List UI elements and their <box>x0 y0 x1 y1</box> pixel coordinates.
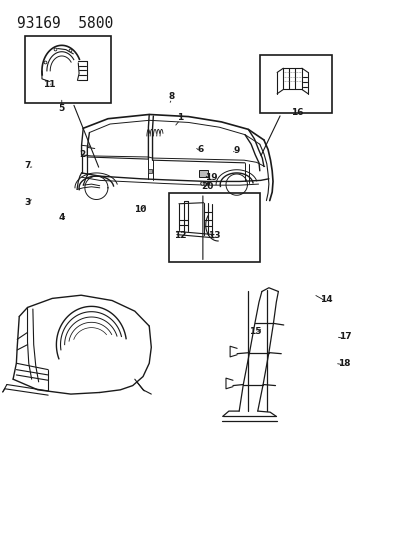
Text: 5: 5 <box>59 104 65 113</box>
Text: 93169  5800: 93169 5800 <box>17 15 113 30</box>
Text: 14: 14 <box>320 295 332 304</box>
Text: 8: 8 <box>169 92 175 101</box>
Bar <box>169 193 259 262</box>
Bar <box>24 36 111 103</box>
Text: 16: 16 <box>290 108 302 117</box>
Text: 11: 11 <box>43 80 55 89</box>
Text: 18: 18 <box>337 359 349 368</box>
Text: 13: 13 <box>208 231 220 240</box>
Text: 3: 3 <box>24 198 31 207</box>
Text: 4: 4 <box>58 213 65 222</box>
Bar <box>259 55 331 114</box>
Text: 9: 9 <box>233 146 239 155</box>
Text: 19: 19 <box>204 173 217 182</box>
Text: 12: 12 <box>173 231 186 240</box>
Text: 2: 2 <box>79 150 85 159</box>
Text: 6: 6 <box>197 145 204 154</box>
Text: 7: 7 <box>24 161 31 170</box>
Text: 20: 20 <box>200 182 213 191</box>
Text: 17: 17 <box>338 332 351 341</box>
Bar <box>198 169 207 177</box>
Text: 15: 15 <box>249 327 261 336</box>
Text: 10: 10 <box>134 205 146 214</box>
Text: 1: 1 <box>177 113 183 122</box>
